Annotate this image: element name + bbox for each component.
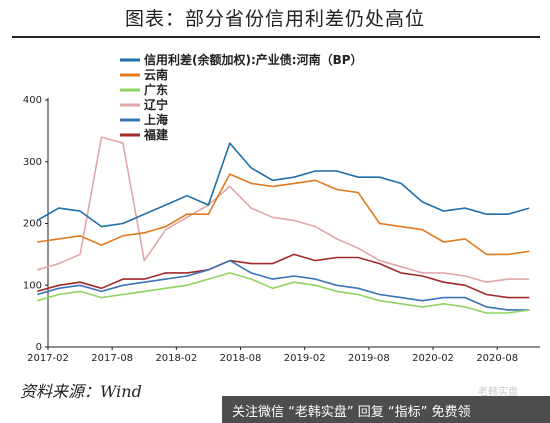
line-chart: 0 100 200 300 400 2017-02 2017-08 2018-02 2018-0…: [23, 52, 540, 364]
series-line-4: [37, 259, 530, 311]
caption-bar: [222, 396, 550, 423]
x-tick-label: 2020-02: [412, 353, 454, 364]
x-tick-label: 2018-08: [220, 353, 262, 364]
x-tick-label: 2017-02: [27, 353, 69, 364]
y-tick-label: 200: [23, 219, 42, 230]
x-tick-label: 2019-08: [348, 353, 390, 364]
legend-label: 上海: [144, 112, 168, 127]
legend-label: 云南: [144, 67, 168, 82]
y-tick-label: 400: [23, 95, 42, 106]
chart-title: 图表：部分省份信用利差仍处高位: [124, 8, 425, 30]
x-tick-label: 2019-02: [284, 353, 326, 364]
series-layer: [36, 136, 530, 314]
legend-label: 福建: [143, 127, 169, 142]
series-line-3: [37, 136, 530, 284]
x-tick-label: 2017-08: [91, 353, 133, 364]
watermark: 老韩实盘: [478, 387, 518, 398]
axes: 0 100 200 300 400 2017-02 2017-08 2018-02 2018-0…: [23, 95, 540, 364]
legend-label: 辽宁: [144, 97, 168, 112]
y-tick-label: 100: [23, 280, 42, 291]
series-line-5: [37, 253, 530, 299]
series-line-0: [36, 142, 530, 228]
title-divider: [12, 36, 540, 38]
source-note: 资料来源：Wind: [20, 382, 142, 401]
legend-label: 信用利差(余额加权):产业债:河南（BP）: [144, 52, 363, 67]
series-line-2: [37, 272, 530, 314]
y-tick-label: 300: [23, 157, 42, 168]
y-tick-label: 0: [36, 342, 42, 353]
caption-text: 关注微信 “老韩实盘” 回复 “指标” 免费领: [232, 405, 471, 420]
legend-label: 广东: [144, 82, 168, 97]
x-tick-label: 2018-02: [155, 353, 197, 364]
series-line-1: [37, 173, 530, 256]
x-tick-label: 2020-08: [476, 353, 518, 364]
